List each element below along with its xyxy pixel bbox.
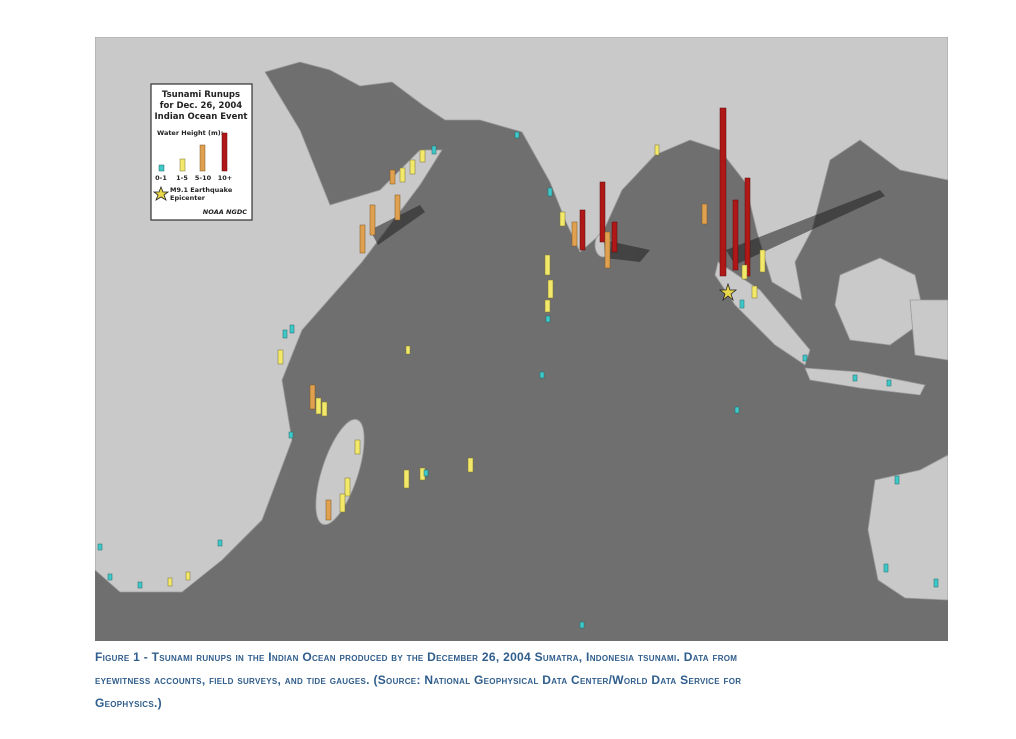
legend-label: 0-1 <box>155 174 167 182</box>
continents <box>95 37 948 593</box>
legend-swatch <box>199 144 206 172</box>
sulawesi <box>909 299 948 361</box>
legend-label: 1-5 <box>176 174 188 182</box>
legend-swatch <box>179 158 186 172</box>
bars-1-5 <box>167 144 766 587</box>
caption-line: Geophysics.) <box>95 696 162 710</box>
borneo <box>834 257 926 346</box>
madagascar <box>315 418 365 526</box>
legend-title: Tsunami Runups <box>162 90 240 100</box>
java <box>804 367 926 396</box>
bars-10-plus <box>579 107 751 277</box>
bars-5-10 <box>309 169 708 521</box>
caption-line: Figure 1 - Tsunami runups in the Indian … <box>95 650 738 664</box>
caption-line: eyewitness accounts, field surveys, and … <box>95 673 742 687</box>
legend-label: 5-10 <box>195 174 212 182</box>
bars-0-1 <box>97 131 939 629</box>
legend-swatch <box>158 164 165 172</box>
legend-title: Indian Ocean Event <box>155 112 248 122</box>
legend-credit: NOAA NGDC <box>203 208 247 216</box>
legend-epicenter: Epicenter <box>170 194 206 202</box>
legend-epicenter: M9.1 Earthquake <box>170 186 233 194</box>
sumatra <box>714 261 811 366</box>
runup-bars <box>97 107 939 629</box>
legend-swatch <box>221 132 228 172</box>
legend-star <box>152 185 170 201</box>
land <box>95 37 948 601</box>
legend-subtitle: Water Height (m): <box>157 129 223 137</box>
epicenter-star <box>718 282 738 302</box>
legend-label: 10+ <box>218 174 233 182</box>
legend: Tsunami Runups for Dec. 26, 2004 Indian … <box>150 83 253 221</box>
legend-title: for Dec. 26, 2004 <box>160 101 242 111</box>
